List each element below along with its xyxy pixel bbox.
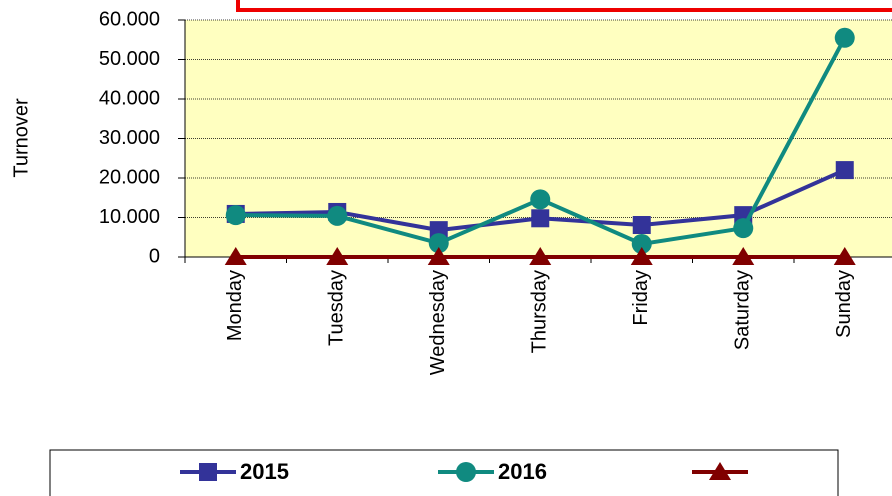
x-tick-label: Saturday bbox=[732, 270, 754, 350]
x-tick-label: Wednesday bbox=[427, 270, 449, 375]
x-tick-label: Monday bbox=[224, 270, 246, 341]
legend-label: 2015 bbox=[240, 459, 289, 484]
marker bbox=[630, 247, 653, 265]
marker bbox=[224, 247, 247, 265]
y-tick-label: 0 bbox=[149, 245, 160, 267]
marker bbox=[327, 205, 348, 226]
y-tick-label: 40.000 bbox=[99, 87, 160, 109]
y-axis-label: Turnover bbox=[10, 98, 32, 178]
y-tick-label: 20.000 bbox=[99, 166, 160, 188]
legend-marker bbox=[199, 463, 217, 481]
y-tick-label: 10.000 bbox=[99, 206, 160, 228]
marker bbox=[428, 233, 449, 254]
legend-marker bbox=[709, 462, 731, 480]
marker bbox=[632, 216, 651, 235]
annotation-box bbox=[236, 0, 892, 12]
marker bbox=[529, 247, 552, 265]
marker bbox=[530, 189, 551, 210]
marker bbox=[531, 209, 550, 228]
marker bbox=[833, 247, 856, 265]
legend-label: 2016 bbox=[498, 459, 547, 484]
marker bbox=[732, 247, 755, 265]
x-tick-label: Thursday bbox=[529, 270, 551, 353]
marker bbox=[631, 233, 652, 254]
marker bbox=[225, 205, 246, 226]
y-tick-label: 60.000 bbox=[99, 8, 160, 30]
marker bbox=[834, 27, 855, 48]
x-tick-label: Friday bbox=[630, 270, 652, 326]
marker bbox=[835, 161, 854, 180]
marker bbox=[326, 247, 349, 265]
legend-marker bbox=[456, 462, 476, 482]
marker bbox=[427, 247, 450, 265]
x-tick-label: Sunday bbox=[833, 270, 855, 338]
y-tick-label: 30.000 bbox=[99, 127, 160, 149]
x-tick-label: Tuesday bbox=[326, 270, 348, 346]
y-tick-label: 50.000 bbox=[99, 48, 160, 70]
marker bbox=[733, 218, 754, 239]
